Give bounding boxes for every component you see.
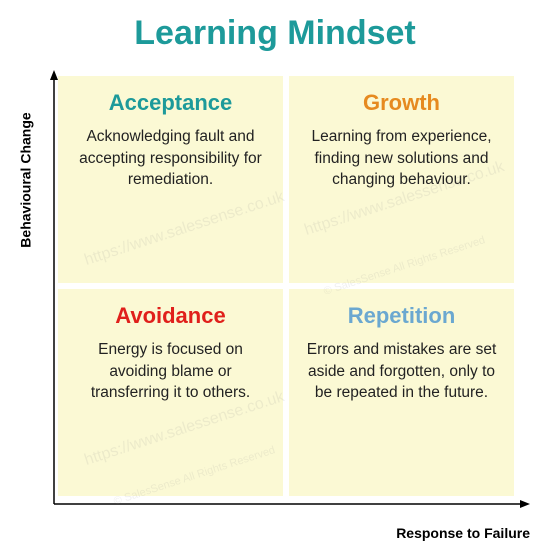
quadrant-growth: Growth Learning from experience, finding… — [289, 76, 514, 283]
quadrant-grid: Acceptance Acknowledging fault and accep… — [58, 76, 514, 496]
x-axis-label: Response to Failure — [396, 525, 530, 541]
quadrant-repetition: Repetition Errors and mistakes are set a… — [289, 289, 514, 496]
y-axis-arrow-icon — [50, 70, 58, 80]
page-title: Learning Mindset — [0, 0, 550, 61]
x-axis-arrow-icon — [520, 500, 530, 508]
y-axis-label: Behavioural Change — [16, 70, 36, 290]
quadrant-title: Avoidance — [115, 303, 225, 329]
quadrant-body: Errors and mistakes are set aside and fo… — [305, 339, 498, 404]
quadrant-avoidance: Avoidance Energy is focused on avoiding … — [58, 289, 283, 496]
quadrant-body: Energy is focused on avoiding blame or t… — [74, 339, 267, 404]
quadrant-body: Learning from experience, finding new so… — [305, 126, 498, 191]
quadrant-title: Acceptance — [109, 90, 233, 116]
quadrant-acceptance: Acceptance Acknowledging fault and accep… — [58, 76, 283, 283]
quadrant-title: Repetition — [348, 303, 456, 329]
chart-area: Acceptance Acknowledging fault and accep… — [50, 70, 530, 510]
quadrant-title: Growth — [363, 90, 440, 116]
y-axis-label-text: Behavioural Change — [18, 112, 34, 247]
quadrant-body: Acknowledging fault and accepting respon… — [74, 126, 267, 191]
